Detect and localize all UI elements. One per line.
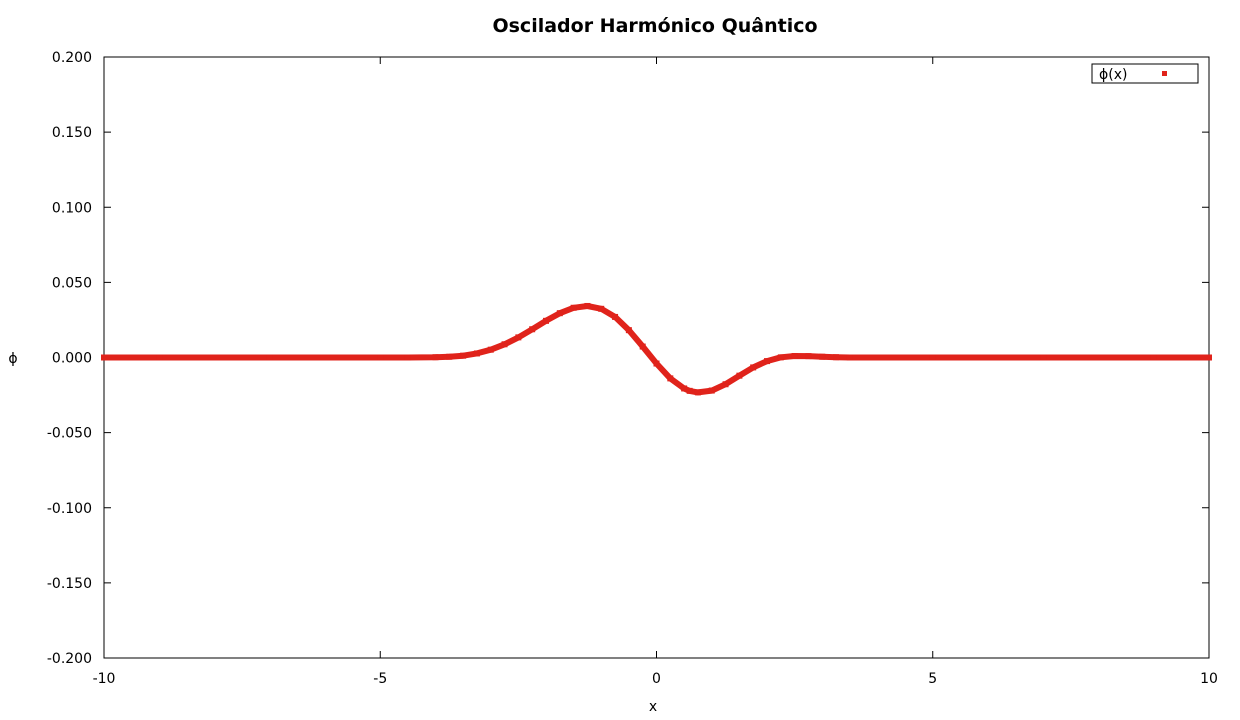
- data-point: [487, 346, 494, 353]
- data-point: [584, 302, 591, 309]
- data-point: [501, 341, 508, 348]
- data-point: [777, 354, 784, 361]
- data-point: [819, 353, 826, 360]
- data-point: [446, 353, 453, 360]
- data-point: [639, 343, 646, 350]
- data-point: [750, 364, 757, 371]
- data-point: [543, 317, 549, 324]
- data-point: [985, 354, 991, 361]
- data-point: [101, 354, 107, 361]
- x-axis-label: x: [649, 699, 657, 715]
- data-point: [211, 354, 218, 361]
- data-point: [377, 354, 384, 361]
- data-point: [667, 375, 674, 382]
- data-point: [736, 372, 743, 379]
- data-point: [929, 354, 936, 361]
- y-tick-label: 0.200: [52, 50, 92, 66]
- data-point: [473, 350, 480, 357]
- data-point: [764, 358, 770, 365]
- legend-label: ϕ(x): [1099, 67, 1127, 83]
- data-point: [833, 354, 840, 361]
- data-point: [515, 334, 522, 341]
- data-point: [598, 305, 605, 312]
- data-point: [708, 387, 715, 394]
- data-point: [694, 389, 701, 396]
- x-tick-label: 5: [928, 671, 937, 687]
- y-tick-label: -0.200: [47, 651, 92, 667]
- axis-ticks: [103, 56, 1210, 659]
- series-trace: [101, 303, 1212, 396]
- data-point: [432, 354, 439, 361]
- x-tick-label: 0: [652, 671, 661, 687]
- data-point: [1040, 354, 1047, 361]
- data-point: [874, 354, 881, 361]
- data-point: [570, 304, 577, 311]
- data-point: [1150, 354, 1157, 361]
- y-axis-label: ϕ: [8, 351, 17, 367]
- data-point: [1095, 354, 1102, 361]
- y-tick-label: 0.150: [52, 125, 92, 141]
- tick-labels: -10 -5 0 5 10 -0.200 -0.150 -0.100 -0.050 0.000 0.…: [47, 50, 1218, 687]
- y-tick-label: -0.150: [47, 576, 92, 592]
- y-tick-label: 0.000: [52, 351, 92, 367]
- legend-box: [1091, 63, 1199, 84]
- chart-title: Oscilador Harmónico Quântico: [492, 15, 817, 37]
- data-point: [612, 313, 619, 320]
- y-tick-label: 0.100: [52, 200, 92, 216]
- data-point: [791, 352, 798, 359]
- data-point: [404, 354, 411, 361]
- legend-marker: [1162, 71, 1167, 76]
- data-point: [322, 354, 328, 361]
- x-tick-label: -10: [93, 671, 116, 687]
- data-point: [722, 381, 729, 388]
- x-tick-label: 10: [1200, 671, 1218, 687]
- data-point: [681, 385, 688, 392]
- y-tick-label: 0.050: [52, 275, 92, 291]
- data-point: [460, 352, 467, 359]
- data-point: [1206, 354, 1212, 361]
- y-tick-label: -0.050: [47, 426, 92, 442]
- data-point: [686, 387, 693, 394]
- data-point: [529, 326, 536, 333]
- y-tick-label: -0.100: [47, 501, 92, 517]
- x-tick-label: -5: [373, 671, 387, 687]
- data-point: [805, 353, 812, 360]
- data-point: [625, 327, 632, 334]
- series-layer: [101, 302, 1212, 396]
- data-point: [556, 310, 563, 317]
- legend: ϕ(x): [1091, 63, 1199, 84]
- data-point: [156, 354, 163, 361]
- data-point: [266, 354, 273, 361]
- data-point: [653, 360, 660, 367]
- data-point: [846, 354, 853, 361]
